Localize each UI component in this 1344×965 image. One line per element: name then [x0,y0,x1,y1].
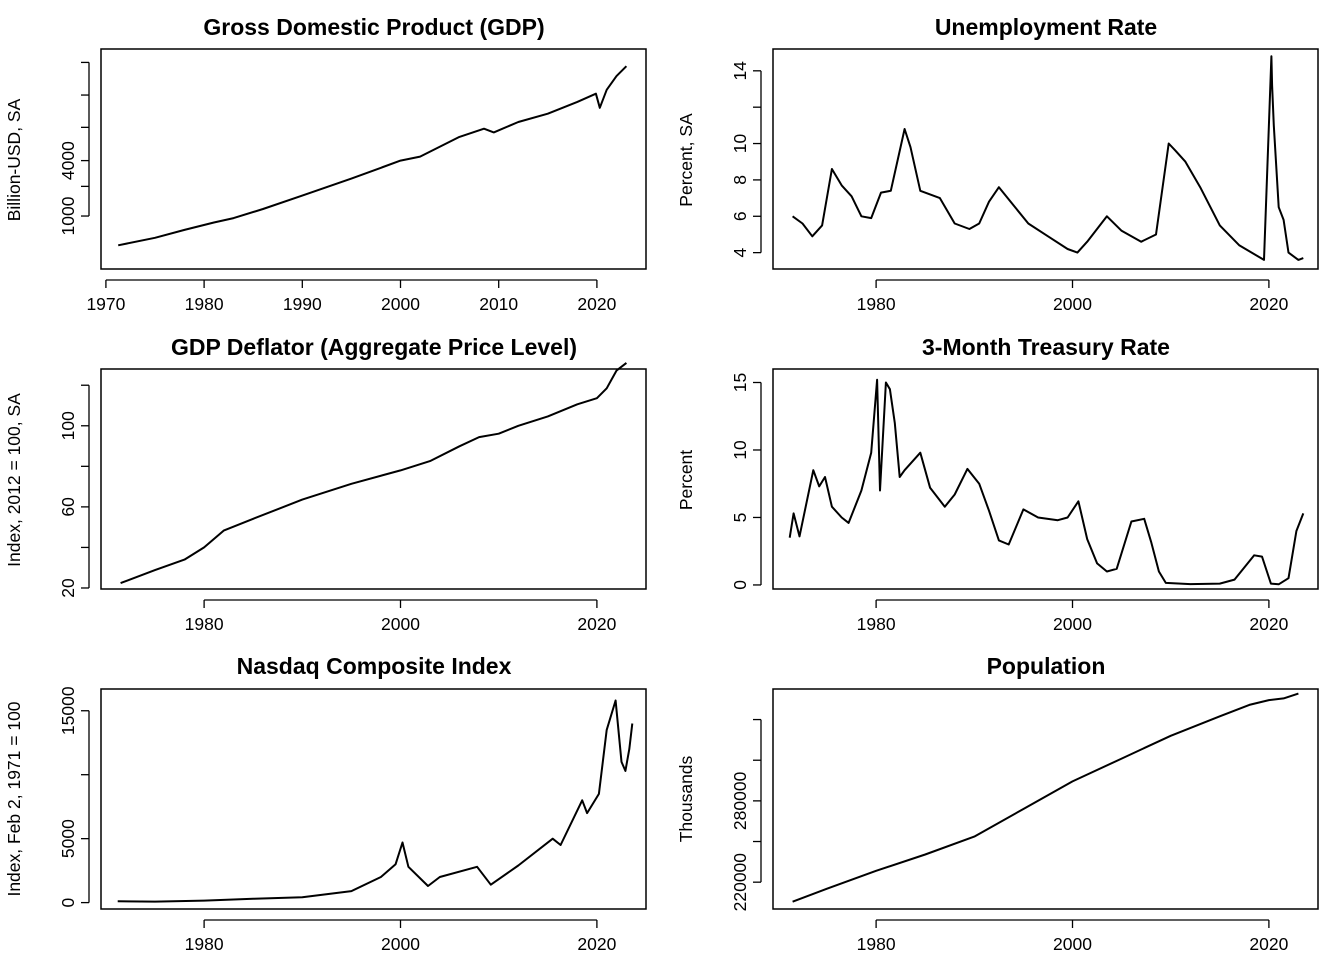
series-line [117,699,634,903]
y-tick-label: 10 [730,134,750,154]
series-line [792,692,1299,903]
y-axis: 20 60 100 [58,384,90,598]
x-tick-label: 2000 [381,614,420,634]
x-tick-label: 1980 [857,614,896,634]
series-line [118,65,628,247]
chart-title: 3-Month Treasury Rate [922,334,1170,360]
x-tick-label: 1980 [185,934,224,954]
plot-frame [772,48,1319,270]
x-tick-label: 1970 [86,294,125,314]
series-line [120,362,628,585]
x-axis: 1980 2000 2020 [185,599,617,634]
y-tick-label: 14 [730,61,750,81]
x-tick-label: 2020 [577,934,616,954]
y-axis: 220000 280000 [730,718,762,912]
chart-title: Nasdaq Composite Index [237,653,512,679]
panel-treasury-rate: 3-Month Treasury Rate Percent 0 5 10 15 198… [676,334,1319,634]
panel-unemployment: Unemployment Rate Percent, SA 4 6 8 10 14 19… [676,14,1319,314]
x-tick-label: 1980 [185,294,224,314]
y-tick-label: 5 [730,513,750,523]
y-tick-label: 20 [58,578,78,598]
y-axis-label: Percent [676,450,696,510]
y-tick-label: 280000 [730,771,750,830]
x-tick-label: 2020 [1249,934,1288,954]
panel-gdp: Gross Domestic Product (GDP) Billion-USD… [4,14,647,314]
x-tick-label: 2000 [1053,614,1092,634]
x-tick-label: 2000 [1053,294,1092,314]
y-tick-label: 8 [730,175,750,185]
x-axis: 1980 2000 2020 [857,919,1289,954]
x-tick-label: 2020 [577,294,616,314]
y-axis-label: Billion-USD, SA [4,98,24,221]
y-tick-label: 0 [58,897,78,907]
y-tick-label: 60 [58,497,78,517]
x-axis: 1980 2000 2020 [857,599,1289,634]
x-tick-label: 1990 [283,294,322,314]
y-tick-label: 4000 [58,141,78,180]
x-axis: 1980 2000 2020 [857,279,1289,314]
y-axis: 1000 4000 [58,61,90,236]
chart-title: GDP Deflator (Aggregate Price Level) [171,334,577,360]
y-axis: 4 6 8 10 14 [730,61,762,258]
chart-title: Gross Domestic Product (GDP) [203,14,544,40]
plot-frame [100,368,647,590]
plot-frame [772,688,1319,910]
panel-population: Population Thousands 220000 280000 1980 20… [676,653,1319,954]
y-tick-label: 10 [730,440,750,460]
plot-frame [100,688,647,910]
x-tick-label: 2000 [381,294,420,314]
series-line [792,55,1304,261]
y-tick-label: 1000 [58,196,78,235]
y-tick-label: 5000 [58,819,78,858]
y-tick-label: 100 [58,411,78,440]
panel-nasdaq: Nasdaq Composite Index Index, Feb 2, 197… [4,653,647,954]
y-tick-label: 220000 [730,853,750,912]
chart-title: Unemployment Rate [935,14,1157,40]
y-tick-label: 4 [730,248,750,258]
panel-gdp-deflator: GDP Deflator (Aggregate Price Level) Ind… [4,334,647,634]
y-tick-label: 15 [730,373,750,392]
y-axis-label: Index, Feb 2, 1971 = 100 [4,701,24,896]
chart-title: Population [987,653,1106,679]
series-line [788,378,1305,586]
y-tick-label: 15000 [58,686,78,735]
x-axis: 1970 1980 1990 2000 2010 2020 [86,279,617,314]
y-tick-label: 0 [730,580,750,590]
x-tick-label: 2020 [1249,294,1288,314]
x-tick-label: 1980 [185,614,224,634]
plot-frame [772,368,1319,590]
y-axis-label: Thousands [676,755,696,842]
x-tick-label: 1980 [857,294,896,314]
x-tick-label: 2000 [1053,934,1092,954]
y-axis-label: Index, 2012 = 100, SA [4,393,24,567]
y-tick-label: 6 [730,211,750,221]
x-tick-label: 2000 [381,934,420,954]
x-tick-label: 2020 [1249,614,1288,634]
y-axis-label: Percent, SA [676,113,696,207]
y-axis: 0 5000 15000 [58,686,90,907]
x-tick-label: 2010 [479,294,518,314]
y-axis: 0 5 10 15 [730,373,762,590]
x-axis: 1980 2000 2020 [185,919,617,954]
x-tick-label: 2020 [577,614,616,634]
x-tick-label: 1980 [857,934,896,954]
plot-frame [100,48,647,270]
